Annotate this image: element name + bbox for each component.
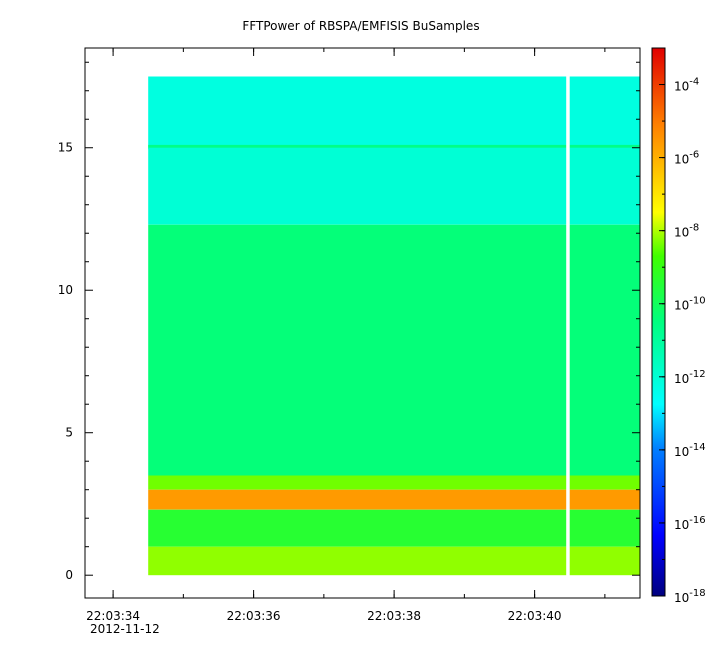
chart-title: FFTPower of RBSPA/EMFISIS BuSamples <box>242 19 479 33</box>
spectral-band <box>148 144 640 150</box>
x-tick-label: 22:03:38 <box>367 609 421 623</box>
colorbar-tick-label: 10-6 <box>674 150 699 167</box>
y-tick-label: 15 <box>58 141 73 155</box>
colorbar-axis: 10-4 10-6 10-8 10-10 10-12 10-14 10-16 10-18 <box>659 47 706 605</box>
spectral-band <box>148 147 640 225</box>
spectral-band <box>148 224 640 476</box>
colorbar-tick-label: 10-4 <box>674 77 699 94</box>
colorbar-tick-label: 10-8 <box>674 223 699 240</box>
x-axis-date-label: 2012-11-12 <box>90 622 160 636</box>
x-tick-label: 22:03:34 <box>86 609 140 623</box>
colorbar-tick-label: 10-16 <box>674 515 706 532</box>
spectral-band <box>148 475 640 490</box>
y-tick-label: 0 <box>65 568 73 582</box>
spectral-band <box>148 546 640 576</box>
plot-frame <box>84 47 641 599</box>
colorbar-tick-label: 10-12 <box>674 369 706 386</box>
colorbar-tick-label: 10-14 <box>674 442 706 459</box>
colorbar-tick-label: 10-18 <box>674 588 706 605</box>
y-tick-label: 10 <box>58 283 73 297</box>
colorbar <box>651 47 666 597</box>
spectral-band <box>148 489 640 510</box>
spectral-band <box>148 76 640 148</box>
spectrogram-image <box>148 76 640 577</box>
x-axis: 22:03:34 22:03:36 22:03:38 22:03:40 <box>86 48 606 623</box>
y-tick-label: 5 <box>65 426 73 440</box>
spectral-band <box>148 509 640 547</box>
y-axis: 0 5 10 15 <box>58 61 640 582</box>
x-tick-label: 22:03:40 <box>508 609 562 623</box>
data-gap <box>566 76 570 577</box>
colorbar-tick-label: 10-10 <box>674 296 706 313</box>
x-tick-label: 22:03:36 <box>227 609 281 623</box>
